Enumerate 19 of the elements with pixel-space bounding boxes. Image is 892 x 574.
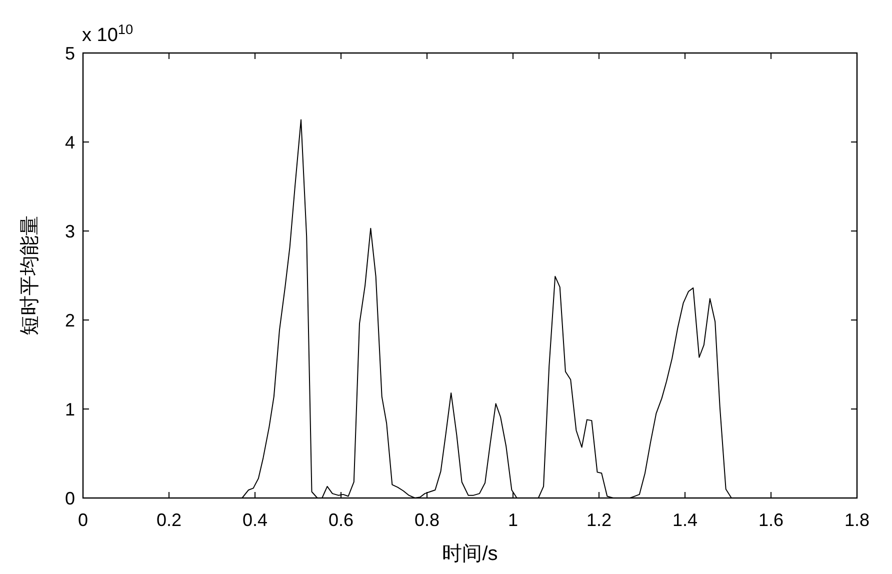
y-tick-label: 2 [64, 310, 75, 330]
x-tick-label: 0.4 [242, 510, 268, 530]
y-tick-label: 3 [64, 221, 75, 242]
y-tick-label: 5 [64, 43, 75, 64]
text: x 10$^{10}$ [82, 22, 134, 46]
x-tick-label: 1.4 [672, 510, 698, 530]
y-tick-label: 0 [64, 488, 75, 508]
x-tick-label: 1.6 [758, 510, 784, 530]
y-tick-label: 4 [64, 132, 75, 152]
x-axis-title: 时间/s [442, 543, 498, 565]
y-axis-title: 短时平均能量 [19, 216, 41, 336]
y-tick-label: 1 [64, 399, 75, 420]
x-tick-label: 0.6 [328, 510, 354, 530]
x-tick-label: 0.8 [414, 510, 440, 530]
x-tick-label: 1 [508, 510, 518, 530]
x-tick-label: 1.8 [844, 510, 870, 530]
x-tick-label: 0 [78, 510, 88, 530]
x-tick-label: 1.2 [586, 510, 612, 530]
x-tick-label: 0.2 [156, 510, 182, 530]
